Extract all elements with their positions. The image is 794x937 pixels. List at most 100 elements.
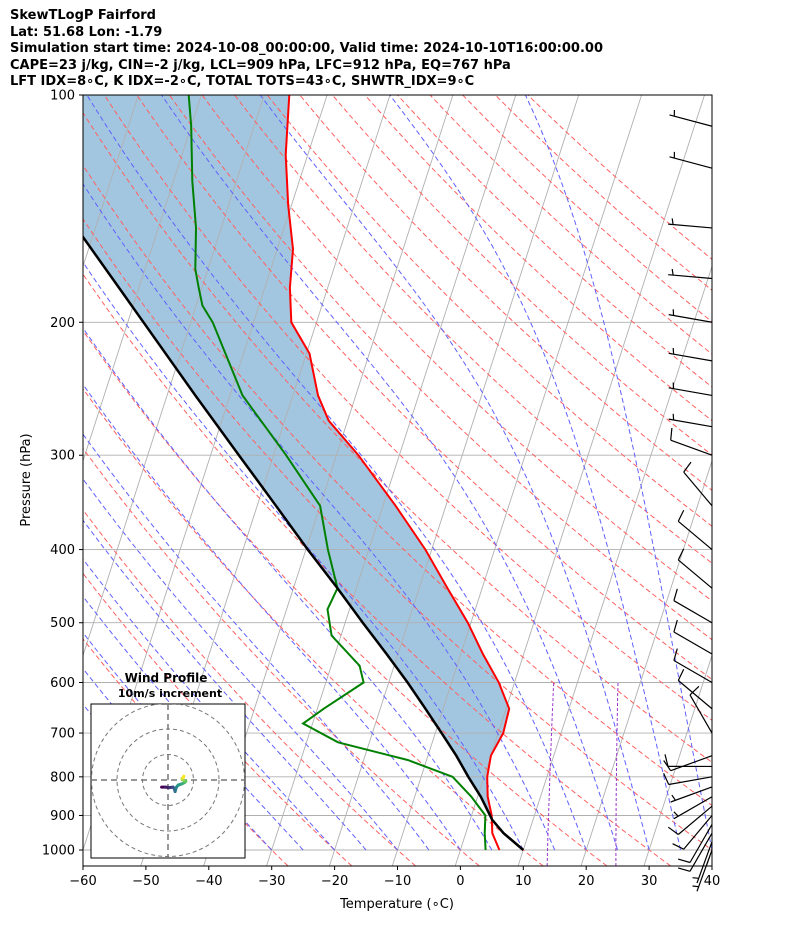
y-tick-label-100: 100 (50, 89, 75, 104)
y-tick-label-300: 300 (50, 449, 75, 464)
profile-series (83, 95, 525, 851)
simulation-times: Simulation start time: 2024-10-08_00:00:… (10, 41, 603, 57)
stability-indices-1: CAPE=23 j/kg, CIN=-2 j/kg, LCL=909 hPa, … (10, 57, 511, 73)
hodograph-subtitle: 10m/s increment (118, 687, 222, 700)
wind-barb-550 (673, 619, 713, 655)
y-axis-label: Pressure (hPa) (19, 433, 34, 526)
x-tick-label--50: −50 (132, 874, 159, 889)
wind-barb-1000 (692, 849, 713, 892)
moist-adiabat-0 (83, 383, 461, 851)
mixing-ratio-1 (615, 682, 619, 866)
dry-adiabat--20 (83, 572, 353, 866)
wind-barb-275 (668, 413, 713, 428)
moist-adiabat-20 (86, 95, 587, 851)
x-tick-label-20: 20 (578, 874, 595, 889)
dry-adiabat-50 (83, 164, 712, 807)
dry-adiabat-190 (494, 95, 712, 291)
wind-barb-950 (677, 832, 713, 872)
x-tick-label--20: −20 (321, 874, 348, 889)
wind-barb-875 (667, 805, 713, 835)
dry-adiabat-30 (83, 273, 672, 866)
moist-adiabat--20 (83, 558, 335, 851)
y-tick-label-1000: 1000 (42, 844, 75, 859)
dry-adiabat-110 (234, 95, 712, 564)
y-tick-label-500: 500 (50, 616, 75, 631)
isotherm-10 (517, 264, 712, 866)
moist-adiabat-30 (259, 95, 650, 851)
dry-adiabat-0 (83, 447, 480, 866)
moist-adiabat--25 (83, 595, 304, 851)
x-tick-label--60: −60 (69, 874, 96, 889)
x-tick-label-0: 0 (456, 874, 464, 889)
wind-barb-600 (673, 648, 713, 684)
wind-barb-350 (683, 461, 713, 507)
mixing-ratio-lines (546, 682, 619, 866)
x-tick-label-10: 10 (515, 874, 532, 889)
wind-barb-800 (663, 772, 713, 786)
station-coordinates: Lat: 51.68 Lon: -1.79 (10, 24, 163, 40)
isotherm--30 (266, 95, 517, 866)
temperature-line (284, 95, 511, 851)
chart-title: SkewTLogP Fairford (10, 8, 156, 23)
isotherm--10 (391, 95, 643, 866)
wind-barb-400 (677, 509, 713, 551)
wind-barb-150 (668, 218, 713, 229)
y-tick-label-400: 400 (50, 543, 75, 558)
moist-adiabat--5 (83, 433, 430, 851)
dry-adiabat-lines (83, 95, 712, 866)
wind-barb-900 (672, 815, 713, 850)
isotherm--110 (0, 95, 13, 866)
dry-adiabat-60 (83, 111, 712, 763)
dry-adiabat-70 (103, 95, 712, 721)
isotherm-20 (580, 459, 712, 866)
hodograph-inset: Wind Profile 10m/s increment (90, 671, 246, 859)
wind-barb-775 (664, 754, 713, 768)
dry-adiabat-40 (83, 218, 712, 851)
axes: −60 −50 −40 −30 −20 −10 0 10 20 30 40 1000 900 800 700… (42, 89, 720, 890)
cape-fill (83, 95, 509, 820)
dry-adiabat-90 (169, 95, 712, 641)
wind-barb-450 (677, 548, 713, 589)
dewpoint-line (187, 95, 487, 851)
parcel-line (83, 234, 525, 851)
y-tick-label-800: 800 (50, 770, 75, 785)
x-tick-label-30: 30 (641, 874, 658, 889)
dry-adiabat-150 (364, 95, 712, 422)
wind-barb-110 (669, 109, 713, 127)
isotherm-30 (643, 653, 712, 866)
stability-indices-2: LFT IDX=8∘C, K IDX=-2∘C, TOTAL TOTS=43∘C… (10, 74, 475, 90)
moist-adiabat-35 (389, 95, 681, 851)
chart-header: SkewTLogP Fairford Lat: 51.68 Lon: -1.79… (10, 8, 603, 91)
x-tick-label-40: 40 (704, 874, 721, 889)
wind-barb-750 (663, 755, 713, 772)
y-tick-label-200: 200 (50, 316, 75, 331)
wind-barbs (663, 109, 713, 892)
wind-barb-500 (673, 588, 713, 624)
dry-adiabat-200 (527, 95, 712, 260)
isotherm-0 (454, 95, 705, 866)
wind-barb-825 (670, 786, 713, 803)
dry-adiabat-80 (136, 95, 712, 681)
x-tick-label--40: −40 (195, 874, 222, 889)
dry-adiabat-100 (201, 95, 712, 602)
moist-adiabat-25 (161, 95, 619, 851)
y-tick-label-900: 900 (50, 809, 75, 824)
wind-barb-300 (670, 427, 713, 456)
dry-adiabat--10 (83, 509, 416, 866)
isotherm--100 (0, 95, 76, 866)
dry-adiabat-10 (83, 387, 544, 866)
wind-barb-925 (677, 824, 713, 864)
moist-adiabat-15 (83, 183, 556, 851)
hodograph-segment-13 (181, 774, 186, 779)
isotherm--20 (328, 95, 580, 866)
dry-adiabat-140 (332, 95, 712, 456)
x-tick-label--10: −10 (384, 874, 411, 889)
y-tick-label-700: 700 (50, 727, 75, 742)
isotherm-lines (0, 95, 712, 866)
wind-barb-125 (669, 151, 713, 169)
wind-barb-850 (673, 796, 713, 820)
wind-barb-975 (692, 841, 713, 884)
wind-barb-225 (668, 347, 713, 362)
dry-adiabat-180 (462, 95, 712, 323)
